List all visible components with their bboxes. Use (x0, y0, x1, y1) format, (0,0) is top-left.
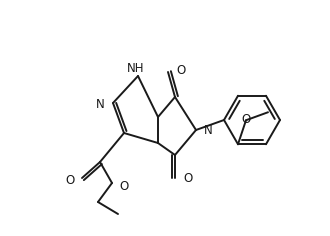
Text: O: O (241, 113, 250, 126)
Text: N: N (204, 125, 213, 138)
Text: O: O (183, 173, 192, 185)
Text: N: N (96, 97, 105, 110)
Text: O: O (176, 64, 185, 77)
Text: O: O (119, 181, 128, 194)
Text: NH: NH (127, 62, 145, 75)
Text: O: O (66, 173, 75, 186)
